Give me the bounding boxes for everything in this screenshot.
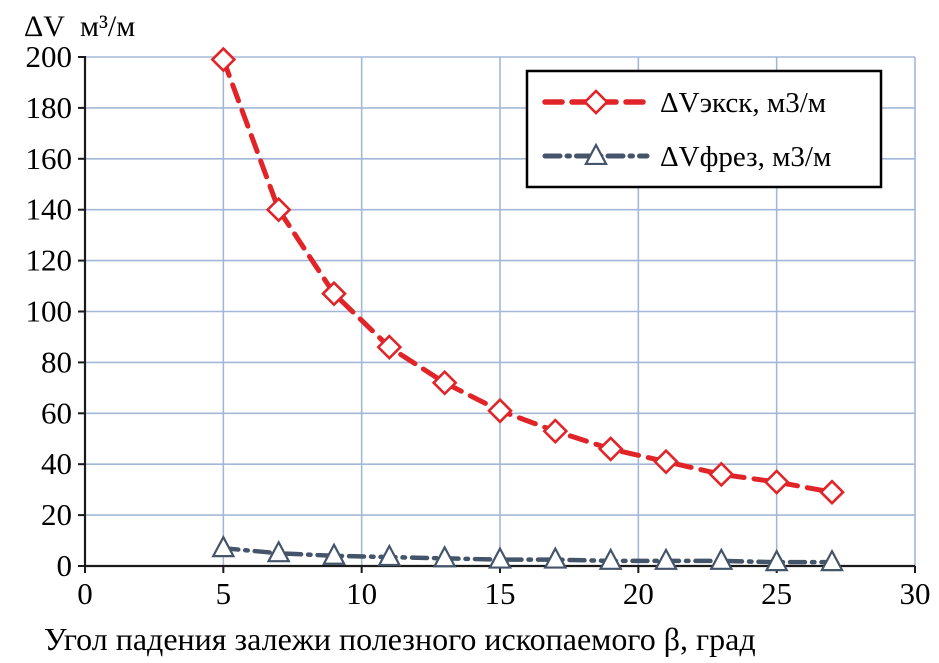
- x-tick-label: 15: [485, 576, 516, 611]
- y-tick-label: 40: [41, 446, 72, 481]
- legend-label: ΔVфрез, м3/м: [660, 141, 831, 173]
- diamond-marker: [431, 369, 458, 396]
- diamond-marker: [487, 397, 513, 424]
- x-tick-label: 5: [216, 576, 232, 611]
- series-line-1: [221, 545, 835, 565]
- diamond-marker: [321, 280, 347, 307]
- y-axis-unit-label: ΔV м³/м: [24, 10, 135, 43]
- x-tick-label: 30: [900, 576, 931, 611]
- triangle-marker: [488, 546, 512, 569]
- y-tick-label: 0: [57, 548, 73, 583]
- triangle-marker: [598, 547, 623, 570]
- y-tick-label: 200: [26, 39, 73, 74]
- triangle-marker: [266, 539, 291, 563]
- diamond-marker: [708, 461, 735, 488]
- x-tick-label: 20: [623, 576, 654, 611]
- y-tick-label: 20: [41, 497, 72, 532]
- diamond-marker: [210, 46, 237, 73]
- y-tick-label: 120: [26, 243, 73, 278]
- triangle-marker: [764, 548, 789, 572]
- triangle-marker: [709, 547, 734, 570]
- triangle-marker: [820, 548, 844, 572]
- x-tick-label: 25: [761, 576, 792, 611]
- triangle-marker: [584, 142, 608, 166]
- diamond-marker: [819, 479, 845, 506]
- triangle-marker: [432, 545, 457, 568]
- legend-box: [525, 69, 883, 189]
- y-tick-label: 80: [41, 344, 72, 379]
- y-tick-label: 100: [26, 294, 73, 329]
- diamond-marker: [265, 196, 292, 223]
- diamond-marker: [583, 89, 609, 115]
- diamond-marker: [597, 436, 624, 462]
- legend-label: ΔVэкск, м3/м: [660, 87, 826, 119]
- y-tick-label: 180: [26, 90, 73, 125]
- diamond-marker: [376, 334, 403, 360]
- data-series: [210, 46, 845, 572]
- triangle-marker: [654, 547, 678, 570]
- x-tick-label: 10: [346, 576, 377, 611]
- triangle-marker: [211, 534, 236, 558]
- triangle-marker: [543, 546, 568, 569]
- x-axis-title: Угол падения залежи полезного ископаемог…: [44, 621, 756, 657]
- y-tick-label: 60: [41, 395, 72, 430]
- triangle-marker: [377, 543, 402, 567]
- x-tick-label: 0: [77, 576, 93, 611]
- diamond-marker: [653, 448, 679, 475]
- legend: ΔVэкск, м3/м ΔVфрез, м3/м: [525, 69, 883, 189]
- y-tick-label: 160: [26, 141, 73, 176]
- triangle-marker: [322, 542, 346, 565]
- y-tick-label: 140: [26, 192, 73, 227]
- diamond-marker: [542, 418, 569, 444]
- diamond-marker: [763, 469, 790, 495]
